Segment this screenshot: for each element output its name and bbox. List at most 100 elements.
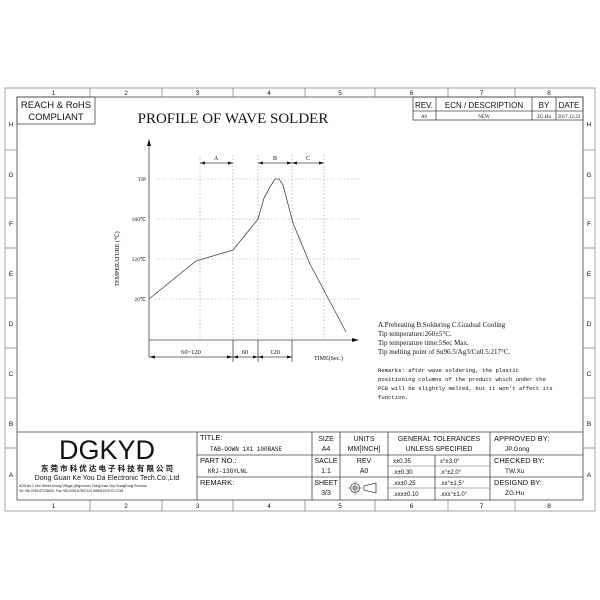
duration-ramp: 60 [242, 349, 249, 356]
y-tick-180: 180℃ [132, 217, 147, 223]
column-label-bottom: 8 [547, 503, 551, 510]
column-label-top: 7 [480, 90, 484, 97]
tolerance-header-2: UNLESS SPECIFIED [406, 446, 473, 453]
row-label-right: G [586, 172, 591, 179]
column-label-top: 5 [338, 90, 342, 97]
title-value: TAB-DOWN 1X1 100BASE [210, 446, 282, 453]
remark-line: Remarks: after wave soldering, the plast… [378, 367, 519, 374]
designed-value: ZG.Hu [505, 490, 525, 497]
remark-label: REMARK: [200, 478, 234, 487]
date-header: DATE [559, 101, 580, 110]
duration-soldering: 120 [270, 349, 280, 356]
y-tick-120: 120℃ [132, 257, 147, 263]
column-label-top: 4 [267, 90, 271, 97]
zone-a-dimension: A [200, 156, 233, 165]
row-label-right: D [587, 321, 592, 328]
title-label: TITLE: [200, 433, 223, 442]
row-label-right: F [587, 221, 591, 228]
y-tick-20: 20℃ [134, 297, 147, 303]
outer-frame [4, 87, 596, 512]
part-no-value: KRJ-13GYLNL [208, 468, 248, 475]
note-line: Tip temperature:260±5°C. [378, 330, 452, 338]
ecn-value: NEW [478, 115, 490, 120]
sheet-value: 3/3 [321, 490, 331, 497]
zone-c-label: C [306, 156, 310, 162]
tolerance-linear: .xxx±0.10 [393, 492, 419, 498]
column-label-bottom: 4 [267, 503, 271, 510]
company-address: ADD:No.1 Lihe Street,Lihang Village,Qing… [19, 484, 147, 488]
column-label-bottom: 5 [338, 503, 342, 510]
column-label-top: 3 [196, 90, 200, 97]
zone-b-label: B [273, 156, 277, 162]
units-value: MM[INCH] [348, 446, 381, 453]
tolerance-linear: x±0.35 [393, 459, 412, 465]
y-axis-arrow [147, 139, 151, 146]
units-label: UNITS [354, 436, 375, 443]
projection-symbol-icon [348, 481, 377, 495]
row-label-right: C [587, 371, 592, 378]
remark-line: PCB will be slightly melted, but it won'… [378, 385, 553, 392]
tolerance-linear: .x±0.30 [393, 470, 413, 476]
column-label-top: 2 [124, 90, 128, 97]
tolerance-angular: .xxx°±1.0° [440, 492, 468, 498]
row-label-right: A [587, 472, 592, 479]
tolerance-linear: .xx±0.25 [393, 481, 416, 487]
process-notes: A.Preheating B.Soldering C.Gradual Cooli… [378, 321, 553, 401]
approved-label: APPROVED BY: [494, 434, 549, 443]
row-label-left: C [9, 371, 14, 378]
row-label-left: E [9, 271, 14, 278]
row-label-right: E [587, 271, 592, 278]
ecn-header: ECN / DESCRIPTION [445, 101, 523, 110]
title-block: DGKYD 东 莞 市 科 优 达 电 子 科 技 有 限 公 司 Dong G… [17, 431, 583, 500]
tolerance-angular: .xx°±1.5° [440, 481, 465, 487]
checked-label: CHECKED BY: [494, 456, 544, 465]
sheet-label: SHEET [314, 480, 338, 487]
rev-header: REV. [415, 101, 433, 110]
row-label-right: B [587, 421, 591, 428]
size-label: SIZE [318, 436, 334, 443]
x-axis-arrow [352, 338, 359, 342]
rev-value: A0 [421, 115, 428, 120]
column-label-top: 1 [52, 90, 56, 97]
row-label-left: A [9, 472, 14, 479]
duration-preheat: 60~120 [181, 349, 201, 356]
column-label-top: 8 [547, 90, 551, 97]
by-value: ZG.Hu [537, 115, 552, 120]
remark-line: function. [378, 394, 408, 401]
tolerance-angular: .x°±2.0° [440, 470, 462, 476]
row-label-left: F [9, 221, 13, 228]
company-name-cn: 东 莞 市 科 优 达 电 子 科 技 有 限 公 司 [41, 463, 173, 473]
column-label-top: 6 [410, 90, 414, 97]
column-label-bottom: 6 [410, 503, 414, 510]
inner-frame [16, 96, 584, 501]
rev-value: A0 [360, 468, 369, 475]
row-label-right: H [587, 122, 592, 129]
column-label-bottom: 3 [196, 503, 200, 510]
company-logo: DGKYD [59, 435, 155, 465]
compliance-line-1: REACH & RoHS [21, 100, 91, 111]
scale-label: SACLE [315, 458, 338, 465]
part-no-label: PART NO.: [200, 456, 237, 465]
company-contact: Tel:+86-0769-87234600, Fax:+86-0769-8784… [19, 489, 124, 493]
scale-value: 1:1 [321, 468, 331, 475]
zone-c-dimension: C [292, 156, 324, 165]
note-line: Tip melting point of Sn96.5/Ag3/Cu0.5:21… [378, 348, 511, 356]
x-axis-label: TIME(Sec.) [314, 355, 343, 362]
zone-a-label: A [214, 156, 219, 162]
company-name-en: Dong Guan Ke You Da Electronic Tech.Co.,… [35, 475, 180, 482]
temperature-curve [148, 178, 347, 333]
y-tick-tip: TIP [138, 177, 146, 183]
checked-value: TW.Xu [505, 468, 525, 475]
row-label-left: B [9, 421, 13, 428]
tolerance-angular: x°±3.0° [440, 459, 460, 465]
page-title: PROFILE OF WAVE SOLDER [138, 111, 329, 127]
approved-value: JP.Gong [505, 446, 530, 453]
zone-markers: 1 1 2 2 3 3 4 4 5 5 6 6 7 7 8 8 H H G G F F E E D D C C B B A A [5, 88, 595, 511]
column-label-bottom: 7 [480, 503, 484, 510]
note-line: A.Preheating B.Soldering C.Gradual Cooli… [378, 321, 506, 329]
zone-b-dimension: B [258, 156, 292, 165]
compliance-line-2: COMPLIANT [28, 112, 84, 123]
column-label-bottom: 2 [124, 503, 128, 510]
note-line: Tip temperature time:5Sec Max. [378, 339, 469, 347]
